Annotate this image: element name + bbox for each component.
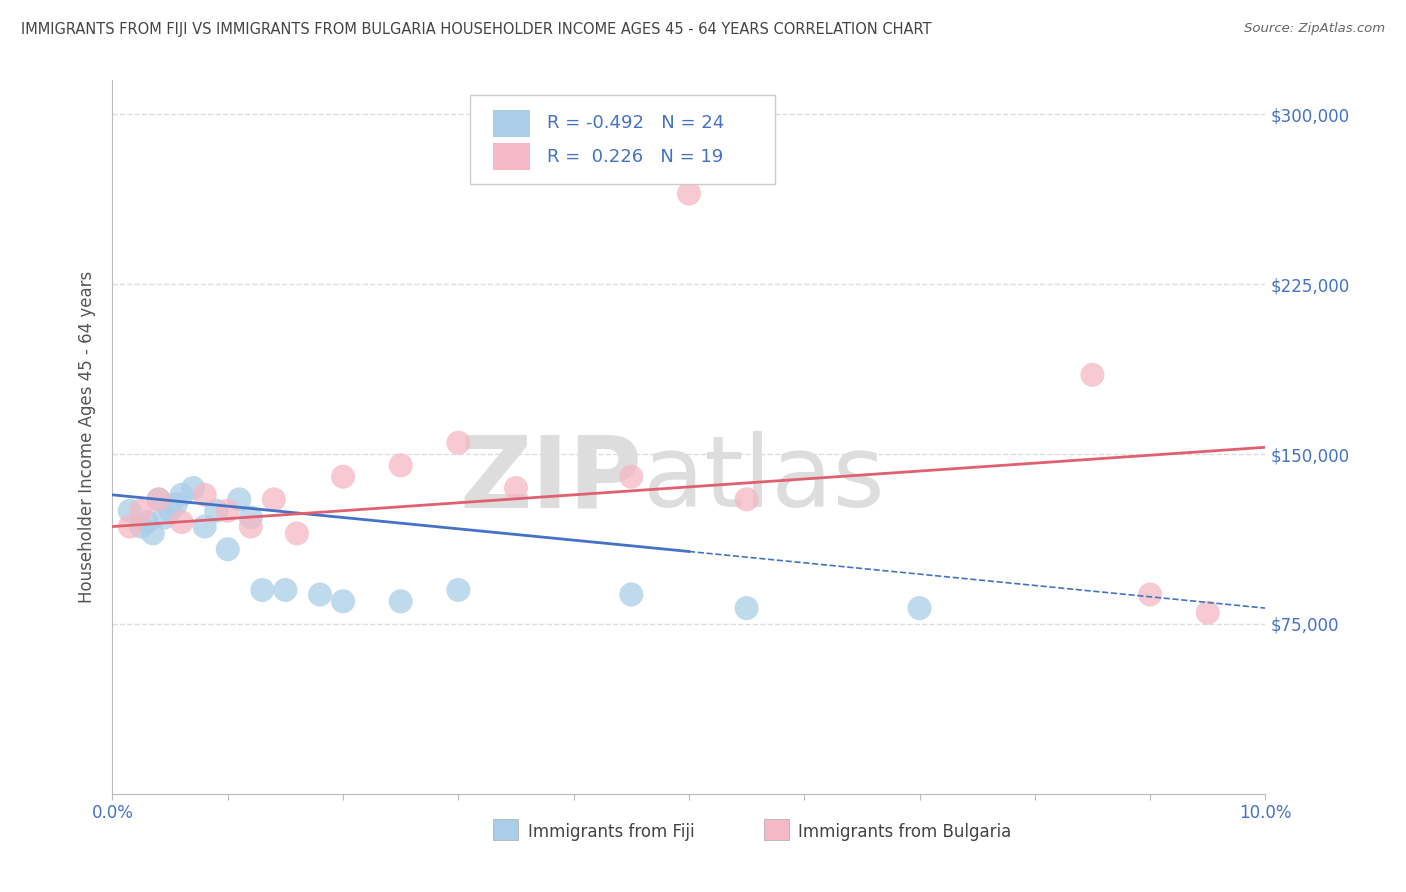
FancyBboxPatch shape	[470, 95, 776, 184]
Point	[1139, 588, 1161, 602]
Point	[170, 488, 193, 502]
Text: Immigrants from Fiji: Immigrants from Fiji	[527, 822, 695, 840]
Point	[142, 526, 165, 541]
Point	[239, 519, 262, 533]
Point	[170, 515, 193, 529]
Point	[228, 492, 250, 507]
Point	[1081, 368, 1104, 382]
Point	[447, 435, 470, 450]
Point	[118, 519, 141, 533]
Point	[620, 588, 643, 602]
Point	[263, 492, 285, 507]
Point	[252, 582, 274, 597]
Text: R = -0.492   N = 24: R = -0.492 N = 24	[547, 114, 724, 132]
Point	[447, 582, 470, 597]
Text: R =  0.226   N = 19: R = 0.226 N = 19	[547, 148, 723, 166]
Point	[217, 504, 239, 518]
Point	[735, 492, 758, 507]
Point	[332, 469, 354, 483]
Point	[309, 588, 332, 602]
Point	[129, 504, 153, 518]
Point	[159, 504, 181, 518]
Text: Source: ZipAtlas.com: Source: ZipAtlas.com	[1244, 22, 1385, 36]
FancyBboxPatch shape	[494, 110, 530, 136]
Point	[194, 519, 217, 533]
Point	[908, 601, 931, 615]
Text: ZIP: ZIP	[460, 432, 643, 528]
Point	[274, 582, 297, 597]
Point	[620, 469, 643, 483]
Point	[118, 504, 141, 518]
Point	[678, 186, 700, 201]
Point	[285, 526, 308, 541]
Point	[332, 594, 354, 608]
Y-axis label: Householder Income Ages 45 - 64 years: Householder Income Ages 45 - 64 years	[77, 271, 96, 603]
Point	[735, 601, 758, 615]
Point	[389, 458, 412, 473]
FancyBboxPatch shape	[494, 143, 530, 170]
Point	[129, 519, 153, 533]
Point	[239, 510, 262, 524]
Point	[1197, 606, 1219, 620]
Point	[165, 497, 187, 511]
FancyBboxPatch shape	[763, 819, 789, 840]
Point	[194, 488, 217, 502]
FancyBboxPatch shape	[494, 819, 519, 840]
Point	[148, 492, 170, 507]
Point	[205, 504, 228, 518]
Point	[153, 510, 176, 524]
Point	[505, 481, 527, 495]
Point	[136, 515, 159, 529]
Text: atlas: atlas	[643, 432, 884, 528]
Text: IMMIGRANTS FROM FIJI VS IMMIGRANTS FROM BULGARIA HOUSEHOLDER INCOME AGES 45 - 64: IMMIGRANTS FROM FIJI VS IMMIGRANTS FROM …	[21, 22, 932, 37]
Point	[389, 594, 412, 608]
Point	[148, 492, 170, 507]
Point	[181, 481, 204, 495]
Point	[217, 542, 239, 557]
Text: Immigrants from Bulgaria: Immigrants from Bulgaria	[799, 822, 1012, 840]
